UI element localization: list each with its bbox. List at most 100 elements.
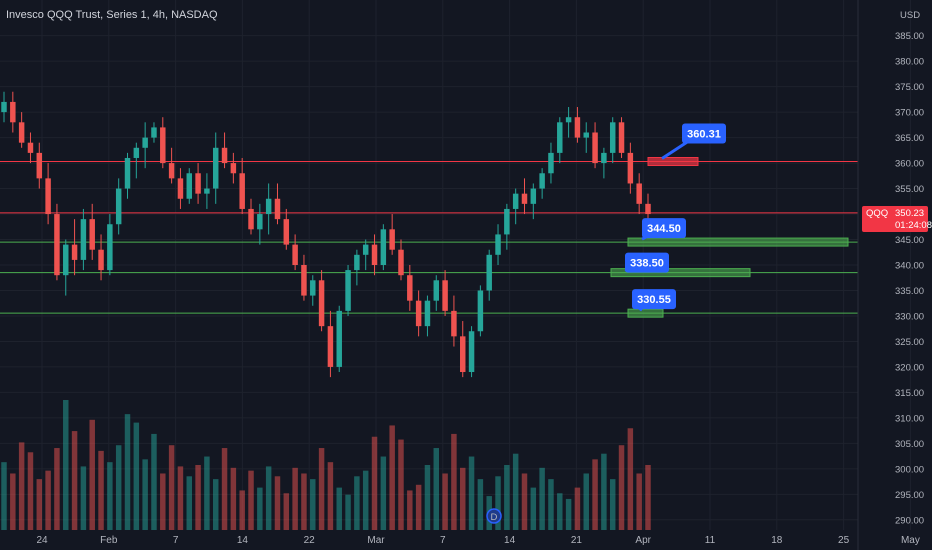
candle-body — [362, 244, 369, 255]
volume-bar — [415, 484, 422, 530]
volume-bar — [107, 462, 113, 530]
volume-bar — [407, 490, 413, 530]
volume-bar — [495, 476, 501, 530]
callout-box[interactable] — [682, 123, 726, 144]
volume-bar — [504, 465, 510, 530]
candle-body — [10, 101, 16, 123]
candle-body — [327, 326, 334, 367]
candle-body — [257, 214, 263, 230]
callout-box[interactable] — [642, 218, 686, 239]
volume-bar — [636, 473, 642, 530]
volume-bar — [442, 473, 448, 530]
callout-box[interactable] — [632, 289, 676, 310]
volume-bar — [592, 459, 598, 530]
volume-bar — [645, 465, 651, 530]
candle-body — [177, 178, 184, 199]
candle-body — [486, 254, 492, 291]
candle-body — [221, 147, 228, 164]
candle-body — [618, 122, 625, 153]
candle-body — [310, 280, 316, 296]
volume-bar — [521, 473, 528, 530]
volume-bar — [265, 466, 272, 530]
volume-bar — [168, 445, 175, 530]
candle-body — [27, 142, 34, 153]
volume-bar — [239, 490, 245, 530]
candle-body — [504, 208, 510, 235]
candle-body — [389, 229, 395, 250]
candle-body — [548, 152, 554, 174]
volume-bar — [274, 476, 281, 530]
last-price-tag: QQQ 350.23 01:24:08 — [862, 206, 932, 232]
candle-body — [274, 198, 281, 220]
candle-body — [398, 249, 404, 276]
volume-bar — [160, 473, 166, 530]
volume-bar — [557, 493, 563, 530]
volume-bar — [10, 473, 16, 530]
candle-body — [539, 173, 545, 189]
candle-body — [292, 244, 298, 265]
volume-bar — [54, 448, 60, 530]
chart-title: Invesco QQQ Trust, Series 1, 4h, NASDAQ — [6, 9, 218, 21]
volume-bar — [468, 456, 475, 530]
candle-body — [645, 203, 651, 215]
volume-bar — [177, 466, 184, 530]
volume-bar — [609, 479, 616, 530]
candle-body — [248, 208, 254, 230]
volume-bar — [221, 448, 228, 530]
volume-bar — [115, 445, 122, 530]
event-marker[interactable]: D — [486, 508, 502, 524]
x-tick-label: May — [901, 535, 920, 546]
candle-body — [442, 280, 448, 311]
level-zone[interactable] — [647, 156, 699, 166]
candle-body — [583, 132, 589, 138]
volume-bar — [133, 422, 140, 530]
volume-bar — [380, 456, 387, 530]
bar-countdown: 01:24:08 — [895, 220, 932, 231]
volume-bar — [89, 419, 95, 530]
volume-bar — [318, 448, 325, 530]
candle-body — [212, 147, 219, 189]
volume-bar — [477, 479, 484, 530]
price-callouts: 360.31 344.50 338.50 330.55 — [624, 123, 726, 312]
x-tick-label: 24 — [36, 535, 48, 546]
callout-label: 330.55 — [637, 294, 671, 306]
volume-bar — [548, 479, 554, 530]
last-price-value: 350.23 — [895, 208, 924, 219]
candle-body — [230, 163, 237, 174]
volume-bar — [36, 479, 43, 530]
y-tick-label: 330.00 — [895, 311, 924, 322]
level-zone[interactable] — [627, 308, 664, 318]
volume-bar — [257, 487, 263, 530]
level-zone[interactable] — [627, 237, 849, 247]
volume-bar — [627, 428, 634, 530]
x-tick-label: 7 — [440, 535, 446, 546]
x-tick-label: 14 — [237, 535, 249, 546]
volume-bar — [124, 414, 131, 530]
candle-body — [407, 275, 413, 301]
level-zone[interactable] — [610, 268, 751, 278]
x-tick-label: 11 — [705, 535, 716, 546]
x-tick-label: Apr — [635, 535, 651, 546]
dividend-icon[interactable] — [486, 508, 502, 524]
time-axis[interactable]: 24 Feb 7 14 22 Mar 7 14 21 Apr 11 18 25 May — [36, 535, 919, 546]
candle-body — [1, 101, 7, 113]
candle-body — [204, 188, 210, 194]
candle-body — [133, 147, 140, 158]
volume-bar — [354, 476, 360, 530]
candle-body — [124, 157, 131, 189]
volume-bar — [18, 442, 25, 530]
candle-body — [239, 173, 245, 209]
candle-body — [627, 152, 634, 184]
candle-body — [301, 265, 307, 296]
candle-body — [477, 290, 484, 332]
candle-body — [354, 254, 360, 271]
volume-bar — [212, 479, 219, 530]
candles — [1, 91, 651, 378]
callout-box[interactable] — [625, 252, 669, 273]
candle-body — [512, 193, 519, 209]
currency-label[interactable]: USD — [900, 10, 920, 21]
candle-body — [380, 229, 387, 265]
candle-body — [460, 336, 466, 373]
